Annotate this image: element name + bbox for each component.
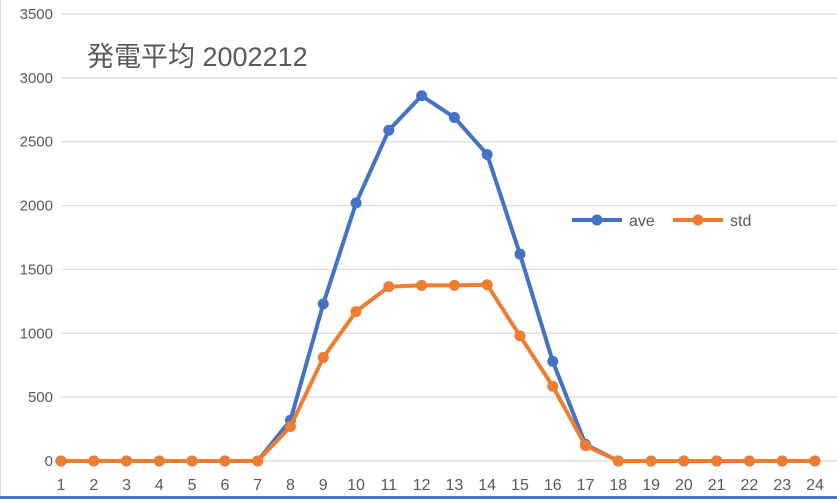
- series-line: [61, 282, 815, 463]
- x-tick-label: 12: [413, 477, 431, 494]
- data-point: [514, 330, 526, 342]
- x-tick-label: 15: [511, 477, 529, 494]
- y-tick-label: 2000: [20, 198, 53, 215]
- data-point: [350, 197, 362, 209]
- data-point: [514, 248, 526, 260]
- series-lines: [55, 90, 821, 467]
- data-point: [121, 455, 133, 467]
- legend-marker: [692, 214, 704, 226]
- data-point: [678, 455, 690, 467]
- bottom-border: [0, 496, 837, 499]
- data-point: [252, 455, 264, 467]
- data-point: [481, 148, 493, 160]
- y-tick-label: 500: [28, 389, 53, 406]
- data-point: [153, 455, 165, 467]
- legend-label: std: [730, 213, 751, 230]
- data-point: [383, 124, 395, 136]
- data-point: [284, 421, 296, 433]
- y-tick-label: 2500: [20, 134, 53, 151]
- gridlines: [62, 13, 837, 462]
- data-point: [448, 279, 460, 291]
- data-point: [350, 306, 362, 318]
- data-point: [580, 440, 592, 452]
- x-tick-label: 5: [188, 477, 197, 494]
- data-point: [743, 455, 755, 467]
- data-point: [645, 455, 657, 467]
- x-tick-label: 20: [675, 477, 693, 494]
- data-point: [809, 455, 821, 467]
- series-line: [61, 93, 815, 463]
- x-tick-label: 23: [773, 477, 791, 494]
- x-tick-label: 8: [286, 477, 295, 494]
- x-tick-label: 16: [544, 477, 562, 494]
- data-point: [317, 298, 329, 310]
- data-point: [219, 455, 231, 467]
- legend-item-std: std: [673, 213, 751, 230]
- y-axis-ticks: 0 500 1000 1500 2000 2500 3000 3500: [20, 6, 53, 470]
- data-point: [416, 279, 428, 291]
- x-axis-ticks: 1 2 3 4 5 6 7 8 9 10 11 12 13 14 15 16 17 18 19 20 21 22 23 24: [57, 477, 824, 494]
- y-tick-label: 3500: [20, 6, 53, 23]
- legend: ave std: [572, 213, 751, 230]
- x-tick-label: 22: [741, 477, 759, 494]
- left-border: [0, 0, 1, 499]
- x-tick-label: 17: [577, 477, 595, 494]
- data-point: [186, 455, 198, 467]
- y-tick-label: 1500: [20, 261, 53, 278]
- x-tick-label: 4: [155, 477, 164, 494]
- x-tick-label: 19: [642, 477, 660, 494]
- data-point: [317, 352, 329, 364]
- data-point: [612, 455, 624, 467]
- x-tick-label: 10: [347, 477, 365, 494]
- x-tick-label: 1: [57, 477, 66, 494]
- x-tick-label: 2: [89, 477, 98, 494]
- chart-title: 発電平均 2002212: [87, 42, 308, 72]
- x-tick-label: 3: [122, 477, 131, 494]
- y-tick-label: 3000: [20, 70, 53, 87]
- x-tick-label: 7: [253, 477, 262, 494]
- x-tick-label: 14: [478, 477, 496, 494]
- y-tick-label: 1000: [20, 325, 53, 342]
- data-point: [55, 455, 67, 467]
- x-tick-label: 18: [609, 477, 627, 494]
- x-tick-label: 6: [220, 477, 229, 494]
- x-tick-label: 21: [708, 477, 726, 494]
- data-point: [711, 455, 723, 467]
- legend-label: ave: [629, 213, 655, 230]
- data-point: [416, 90, 428, 102]
- data-point: [448, 111, 460, 123]
- data-point: [776, 455, 788, 467]
- x-tick-label: 13: [445, 477, 463, 494]
- data-point: [547, 380, 559, 392]
- data-point: [481, 279, 493, 291]
- x-tick-label: 24: [806, 477, 824, 494]
- series-std: [55, 279, 821, 467]
- legend-marker: [591, 214, 603, 226]
- x-tick-label: 9: [319, 477, 328, 494]
- data-point: [383, 281, 395, 293]
- y-tick-label: 0: [45, 453, 53, 470]
- x-tick-label: 11: [381, 477, 398, 494]
- data-point: [88, 455, 100, 467]
- legend-item-ave: ave: [572, 213, 655, 230]
- data-point: [547, 355, 559, 367]
- series-ave: [55, 90, 821, 467]
